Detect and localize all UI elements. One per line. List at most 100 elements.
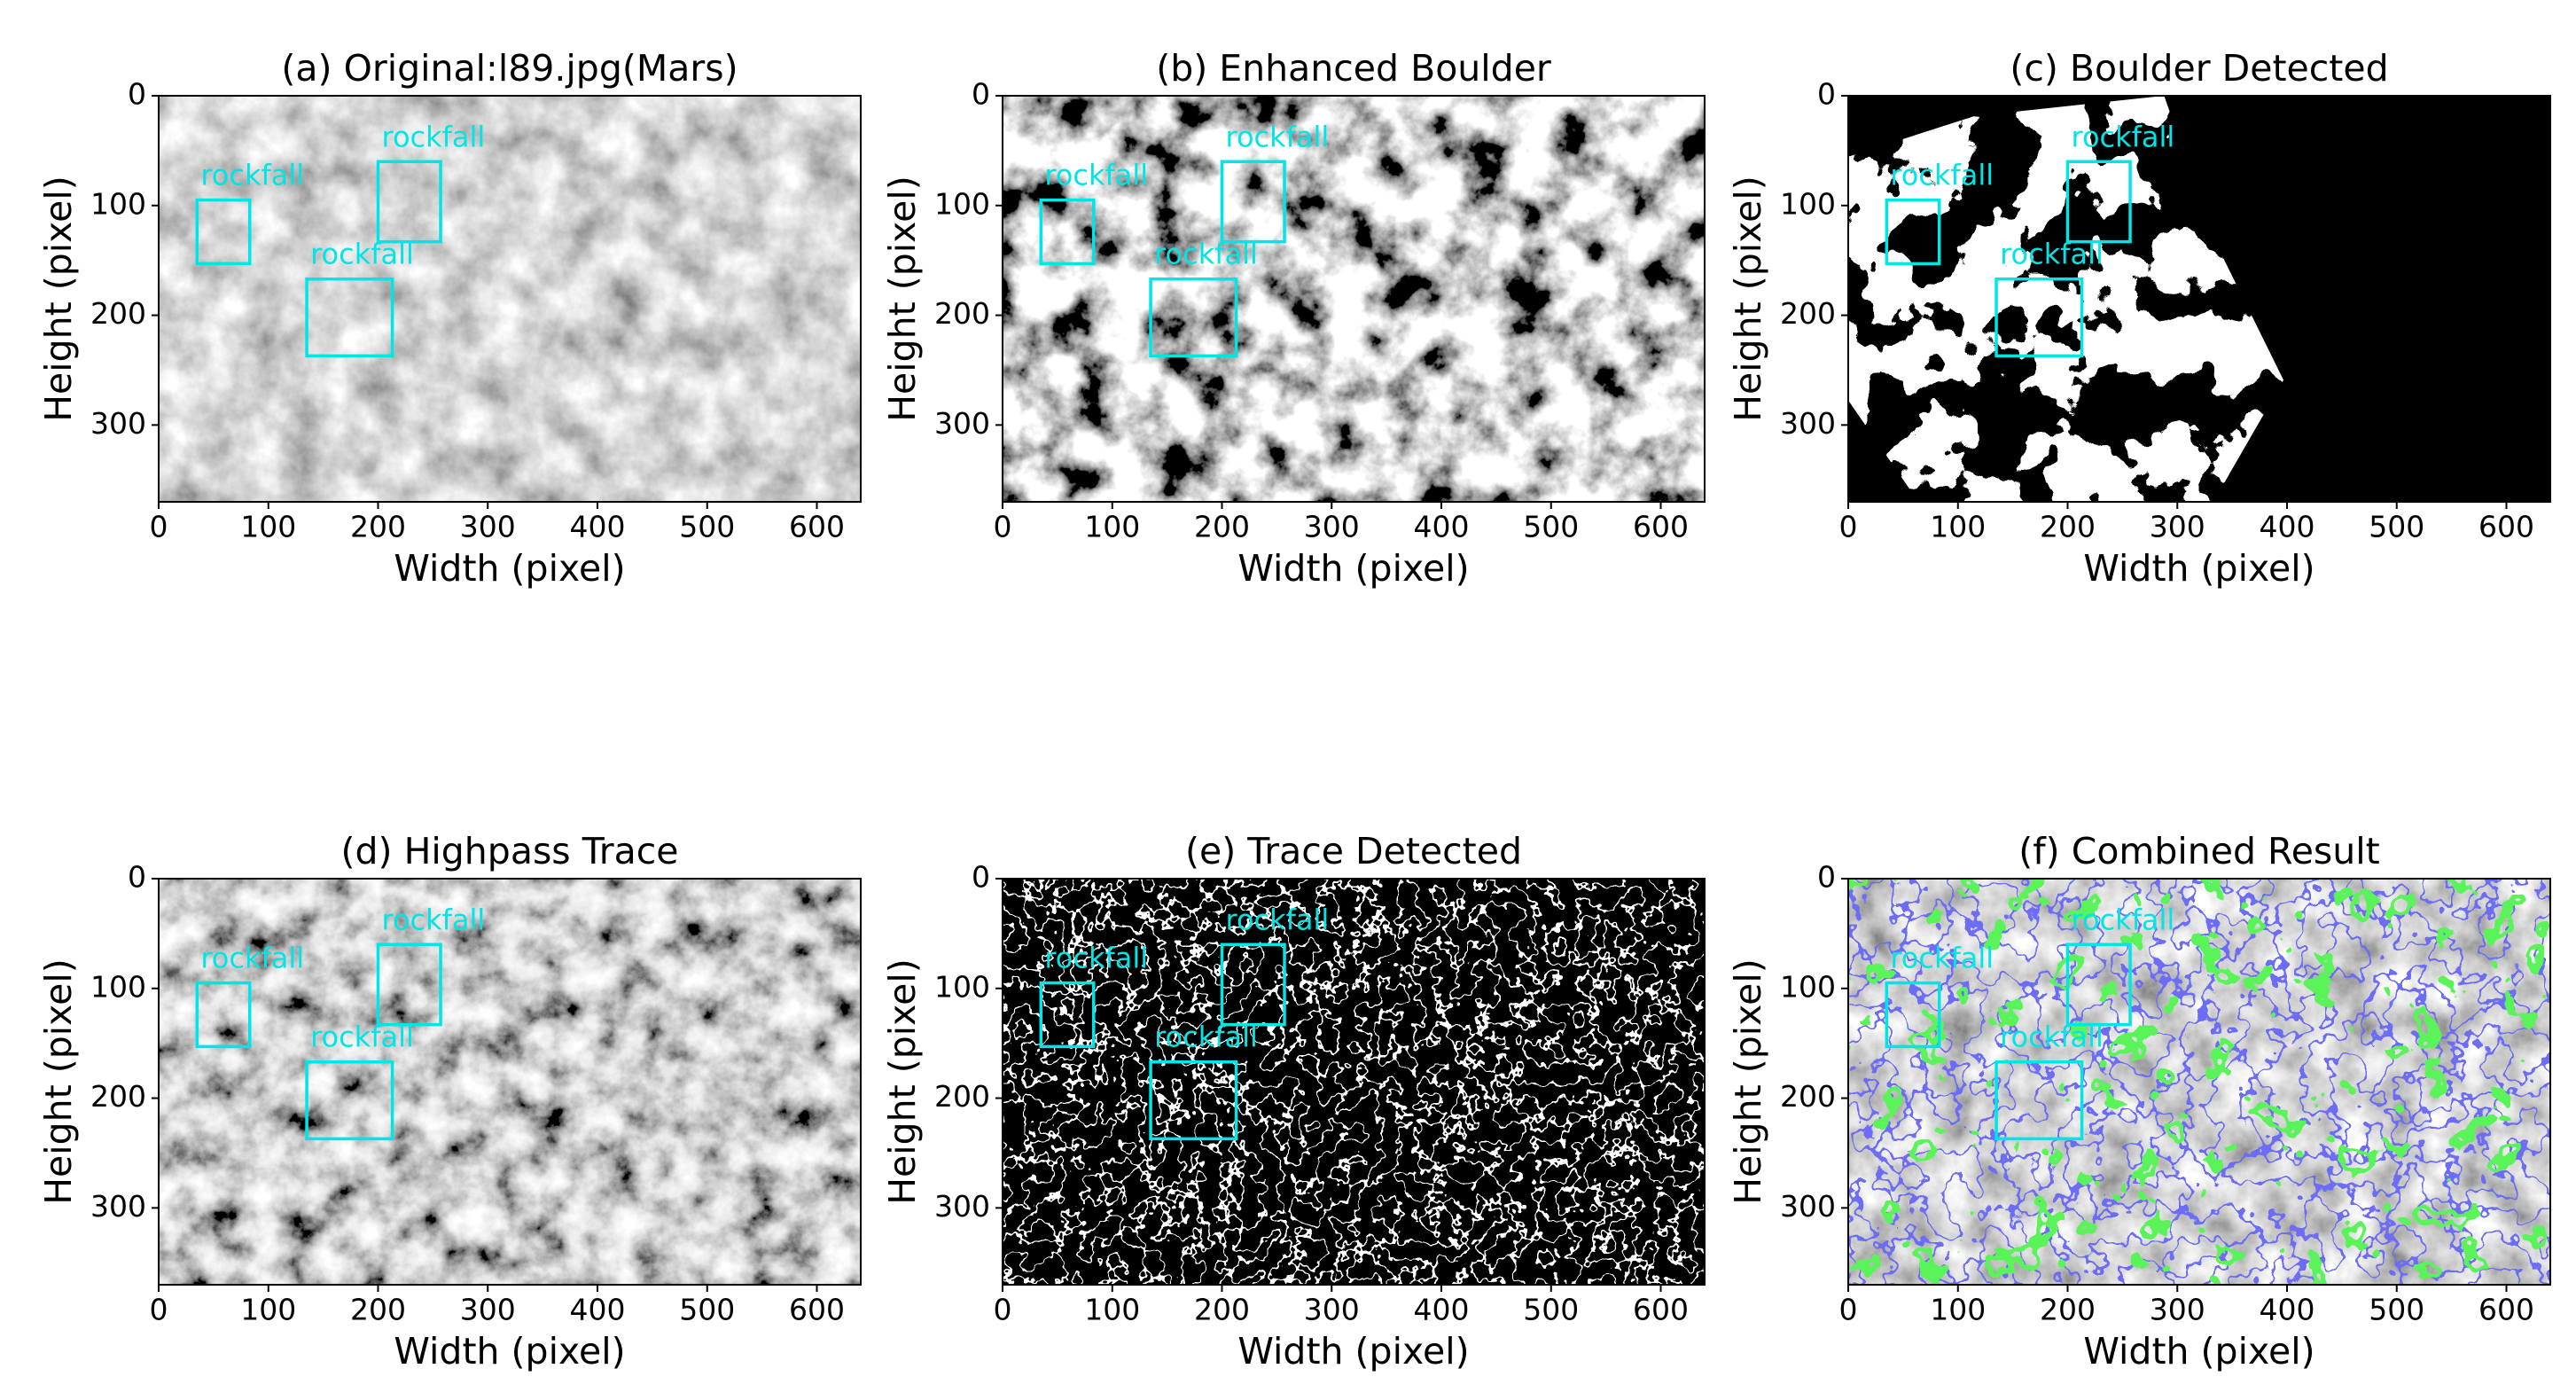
- x-tick-label: 400: [1414, 510, 1470, 544]
- x-axis-label: Width (pixel): [2083, 1330, 2314, 1373]
- panel: (b) Enhanced Boulder 0 100 200 300 400 500 600 0…: [881, 47, 1706, 590]
- axes-frame: [158, 878, 862, 1286]
- panel: (f) Combined Result 0 100 200 300 400 500 600 0 1…: [1727, 830, 2551, 1373]
- x-tick-label: 200: [1194, 510, 1250, 544]
- x-tick-label: 200: [350, 510, 406, 544]
- x-tick-label: 400: [570, 1293, 626, 1327]
- y-tick-label: 300: [90, 406, 146, 441]
- box-label: rockfall: [200, 159, 304, 192]
- image: [1003, 96, 1705, 502]
- x-tick-label: 300: [460, 510, 516, 544]
- box-label: rockfall: [200, 942, 304, 975]
- x-axis-label: Width (pixel): [1237, 547, 1469, 590]
- detection-box: [2065, 160, 2132, 244]
- x-tick-label: 500: [2369, 510, 2424, 544]
- x-tick-label: 600: [2478, 1293, 2534, 1327]
- panel-title: (b) Enhanced Boulder: [1156, 47, 1551, 90]
- texture: [1003, 96, 1705, 502]
- detection-box: [1149, 277, 1238, 358]
- image: [1848, 879, 2550, 1285]
- axes-frame: [1847, 95, 2551, 503]
- y-tick-label: 0: [1817, 860, 1836, 895]
- panel-title: (e) Trace Detected: [1185, 830, 1522, 872]
- axes-frame: [1847, 878, 2551, 1286]
- y-tick-label: 300: [90, 1189, 146, 1224]
- box-label: rockfall: [2072, 903, 2175, 936]
- box-label: rockfall: [382, 903, 486, 936]
- detection-box: [1885, 198, 1941, 266]
- detection-box: [1220, 942, 1286, 1027]
- detection-box: [195, 198, 252, 266]
- x-tick-label: 0: [1839, 1293, 1858, 1327]
- x-tick-label: 100: [240, 510, 296, 544]
- x-tick-label: 100: [240, 1293, 296, 1327]
- panel-title: (f) Combined Result: [2018, 830, 2379, 872]
- box-label: rockfall: [1226, 903, 1330, 936]
- y-axis-label: Height (pixel): [37, 176, 80, 422]
- box-label: rockfall: [1890, 942, 1994, 975]
- panel: (d) Highpass Trace 0 100 200 300 400 500 600 0 10…: [37, 830, 862, 1373]
- x-tick-label: 200: [1194, 1293, 1250, 1327]
- detection-box: [1994, 1060, 2084, 1141]
- x-tick-label: 600: [1633, 1293, 1689, 1327]
- y-tick-label: 300: [934, 406, 990, 441]
- box-label: rockfall: [2000, 1021, 2104, 1054]
- x-tick-label: 100: [1084, 1293, 1140, 1327]
- x-tick-label: 200: [350, 1293, 406, 1327]
- y-tick-label: 0: [972, 77, 990, 112]
- x-tick-label: 300: [1304, 1293, 1360, 1327]
- texture: [1003, 879, 1705, 1285]
- y-tick-label: 100: [934, 969, 990, 1004]
- y-tick-label: 100: [90, 186, 146, 221]
- x-tick-label: 500: [1523, 510, 1579, 544]
- detection-box: [305, 277, 394, 358]
- x-tick-label: 100: [1930, 1293, 1986, 1327]
- image: [159, 96, 861, 502]
- box-label: rockfall: [2072, 120, 2175, 153]
- x-tick-label: 600: [1633, 510, 1689, 544]
- box-label: rockfall: [1890, 159, 1994, 192]
- box-label: rockfall: [2000, 238, 2104, 271]
- image: [1003, 879, 1705, 1285]
- y-axis-label: Height (pixel): [1727, 958, 1769, 1205]
- overlay: [1848, 879, 2550, 1285]
- image: [1848, 96, 2550, 502]
- box-label: rockfall: [1226, 120, 1330, 153]
- x-tick-label: 500: [2369, 1293, 2424, 1327]
- x-tick-label: 600: [789, 1293, 845, 1327]
- y-tick-label: 0: [1817, 77, 1836, 112]
- x-tick-label: 500: [679, 510, 735, 544]
- box-label: rockfall: [1044, 159, 1148, 192]
- detection-box: [376, 942, 442, 1027]
- panel-title: (a) Original:l89.jpg(Mars): [281, 47, 738, 90]
- x-tick-label: 300: [2150, 510, 2205, 544]
- y-tick-label: 100: [934, 186, 990, 221]
- axes-frame: [158, 95, 862, 503]
- y-tick-label: 200: [90, 1079, 146, 1114]
- image: [159, 879, 861, 1285]
- x-tick-label: 300: [1304, 510, 1360, 544]
- y-tick-label: 200: [934, 1079, 990, 1114]
- x-tick-label: 300: [2150, 1293, 2205, 1327]
- box-label: rockfall: [310, 1021, 414, 1054]
- x-tick-label: 300: [460, 1293, 516, 1327]
- texture: [159, 96, 861, 502]
- y-tick-label: 200: [934, 296, 990, 331]
- y-tick-label: 200: [90, 296, 146, 331]
- y-tick-label: 200: [1780, 296, 1836, 331]
- y-tick-label: 100: [90, 969, 146, 1004]
- panel-title: (c) Boulder Detected: [2010, 47, 2388, 90]
- x-tick-label: 600: [2478, 510, 2534, 544]
- x-tick-label: 200: [2040, 510, 2096, 544]
- box-label: rockfall: [382, 120, 486, 153]
- x-axis-label: Width (pixel): [394, 547, 625, 590]
- panel: (e) Trace Detected 0 100 200 300 400 500 600 0 10…: [881, 830, 1706, 1373]
- x-axis-label: Width (pixel): [1237, 1330, 1469, 1373]
- y-tick-label: 200: [1780, 1079, 1836, 1114]
- y-axis-label: Height (pixel): [881, 958, 924, 1205]
- detection-box: [376, 160, 442, 244]
- x-tick-label: 100: [1084, 510, 1140, 544]
- axes-frame: [1002, 878, 1706, 1286]
- y-tick-label: 100: [1780, 186, 1836, 221]
